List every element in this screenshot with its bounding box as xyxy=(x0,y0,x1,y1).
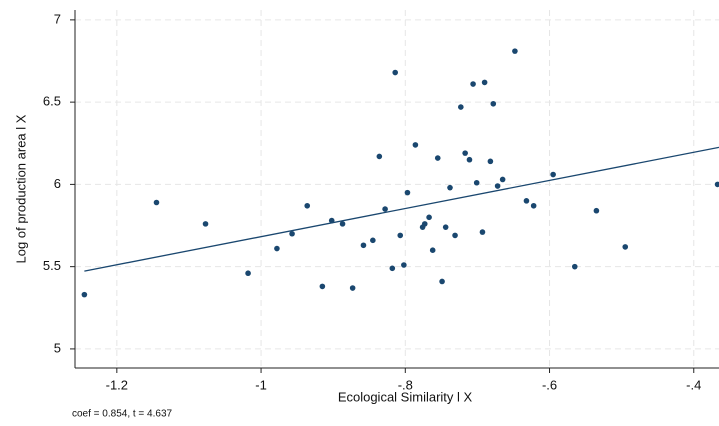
y-tick-label: 6.5 xyxy=(43,94,61,109)
point xyxy=(523,198,530,204)
y-tick-label: 7 xyxy=(54,11,61,26)
y-tick-label: 5 xyxy=(54,340,61,355)
note: coef = 0.854, t = 4.637 xyxy=(72,409,173,420)
point xyxy=(458,104,464,110)
point xyxy=(714,181,719,188)
point xyxy=(499,176,506,183)
point xyxy=(470,81,476,87)
x-tick-label: -1.2 xyxy=(106,377,128,392)
point xyxy=(426,214,432,221)
point xyxy=(479,229,486,235)
point xyxy=(466,156,473,163)
x-tick-label: -1 xyxy=(255,377,267,392)
point xyxy=(487,158,494,165)
point xyxy=(289,230,295,237)
point xyxy=(512,48,518,54)
point xyxy=(494,183,501,189)
point xyxy=(349,285,356,291)
point xyxy=(490,100,497,107)
point xyxy=(304,202,311,209)
point xyxy=(452,232,458,239)
point xyxy=(622,244,629,250)
point xyxy=(473,179,480,186)
point xyxy=(439,278,445,285)
point xyxy=(319,283,326,290)
x-tick-label: -.6 xyxy=(542,377,557,392)
y-tick-label: 5.5 xyxy=(43,258,61,273)
x-tick-label: -.4 xyxy=(686,377,701,392)
point xyxy=(274,245,280,252)
point xyxy=(442,224,449,230)
point xyxy=(153,199,160,206)
point xyxy=(412,142,419,148)
point xyxy=(462,150,468,156)
y-axis-title: Log of production area l X xyxy=(13,114,28,263)
point xyxy=(370,237,376,244)
point xyxy=(81,291,88,298)
point xyxy=(429,247,436,254)
point xyxy=(376,153,383,160)
point xyxy=(389,265,396,272)
point xyxy=(571,263,578,270)
point xyxy=(339,221,346,227)
point xyxy=(421,221,428,227)
point xyxy=(447,184,453,191)
point xyxy=(392,69,398,76)
point xyxy=(202,221,209,227)
point xyxy=(360,242,367,249)
fit-line xyxy=(84,146,719,272)
x-tick-label: -.8 xyxy=(398,377,413,392)
point xyxy=(397,232,404,239)
point xyxy=(550,171,556,178)
x-axis-title: Ecological Similarity l X xyxy=(338,389,473,404)
point xyxy=(382,206,388,212)
point xyxy=(434,155,441,161)
point xyxy=(404,189,411,196)
point xyxy=(401,262,407,268)
point xyxy=(530,202,537,209)
point xyxy=(245,270,251,277)
point xyxy=(481,79,488,86)
y-tick-label: 6 xyxy=(54,176,61,191)
grid xyxy=(75,10,719,368)
point xyxy=(593,207,600,214)
